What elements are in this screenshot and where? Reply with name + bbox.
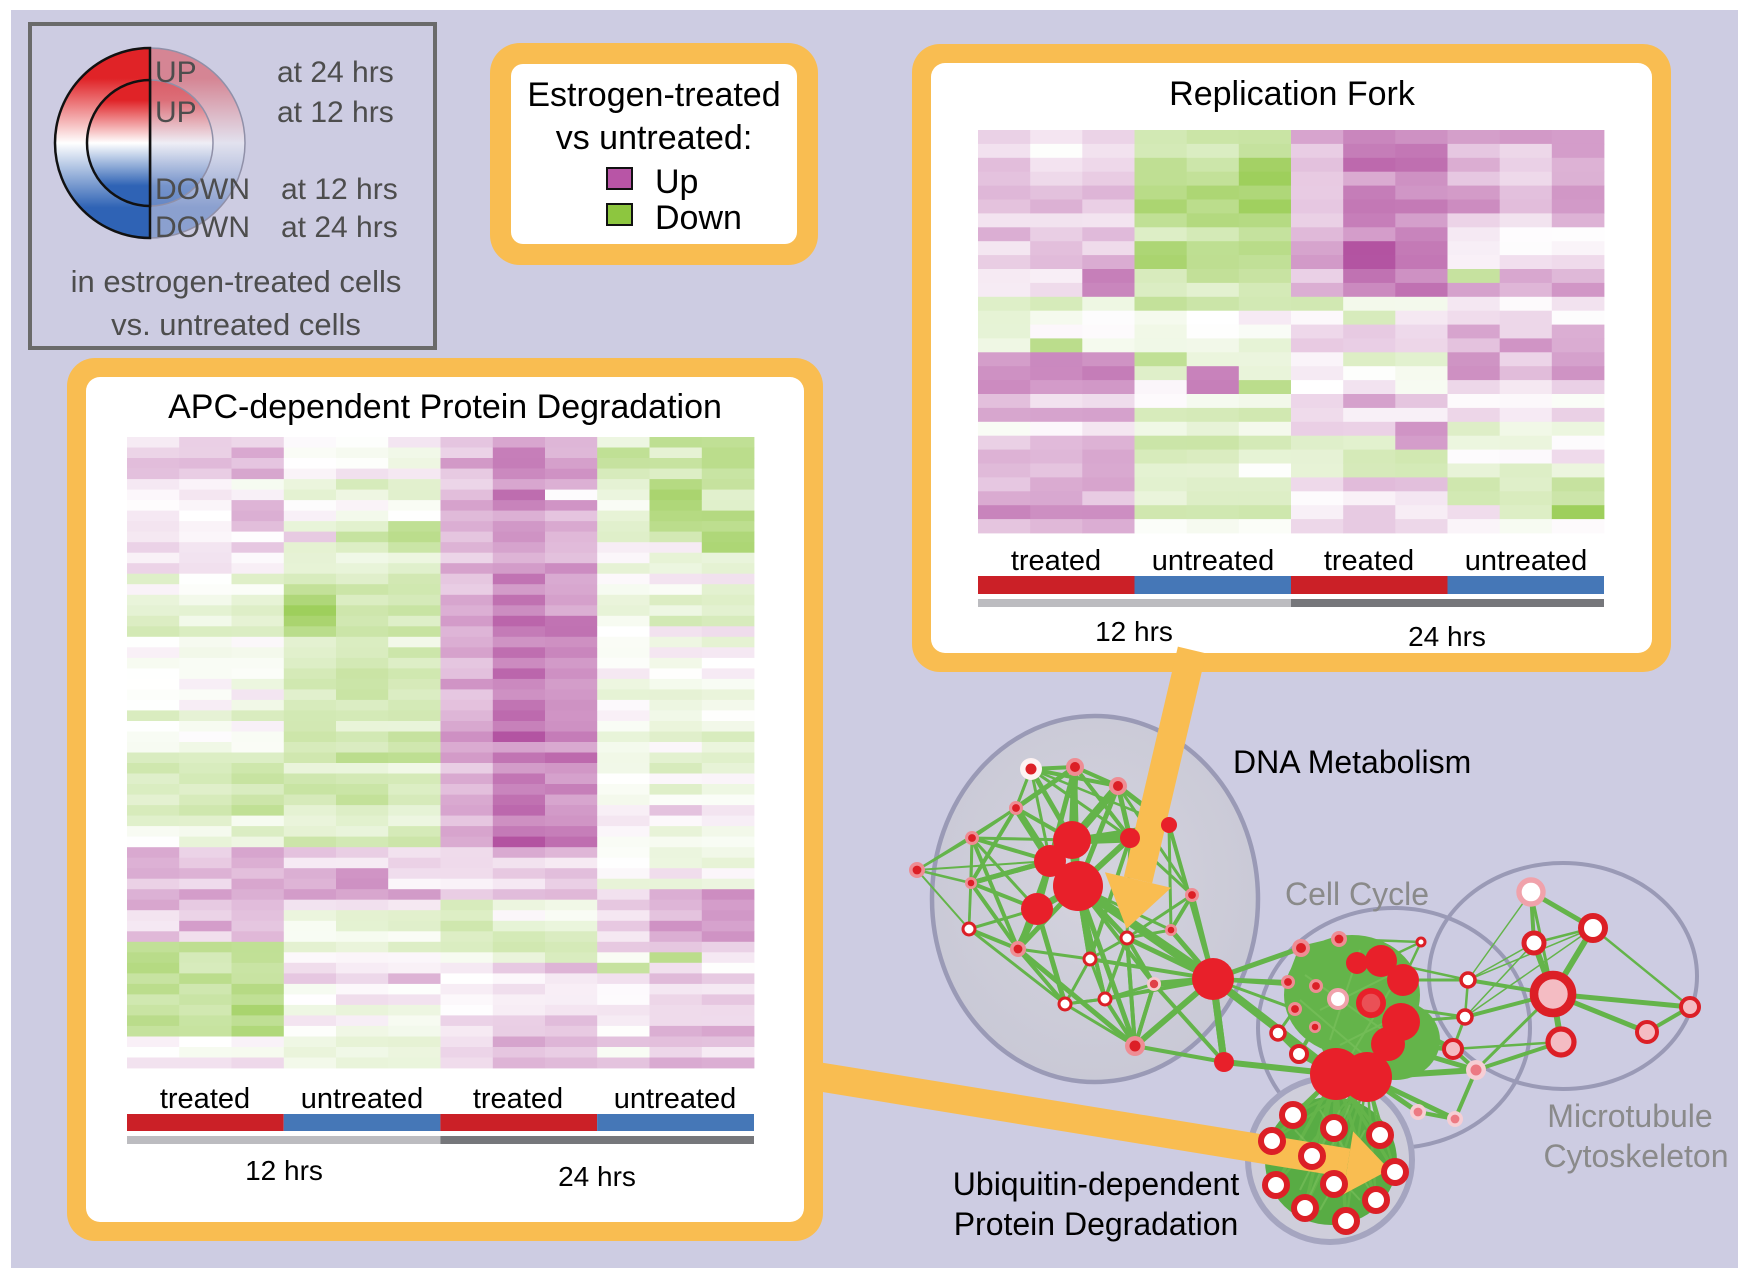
svg-text:Estrogen-treated: Estrogen-treated — [527, 76, 780, 114]
svg-text:treated: treated — [160, 1083, 250, 1115]
svg-text:12 hrs: 12 hrs — [1095, 616, 1173, 647]
svg-text:DNA Metabolism: DNA Metabolism — [1233, 744, 1471, 780]
svg-text:untreated: untreated — [1465, 545, 1588, 577]
svg-text:UP: UP — [155, 56, 197, 89]
svg-text:untreated: untreated — [1152, 545, 1275, 577]
svg-text:Replication Fork: Replication Fork — [1169, 75, 1416, 113]
svg-text:treated: treated — [1011, 545, 1101, 577]
svg-text:12 hrs: 12 hrs — [245, 1155, 323, 1186]
svg-text:DOWN: DOWN — [155, 211, 250, 244]
svg-text:at 12 hrs: at 12 hrs — [281, 173, 398, 206]
svg-text:Cytoskeleton: Cytoskeleton — [1544, 1138, 1729, 1174]
svg-text:at 12 hrs: at 12 hrs — [277, 96, 394, 129]
svg-text:UP: UP — [155, 96, 197, 129]
svg-text:Down: Down — [655, 199, 742, 237]
svg-text:treated: treated — [1324, 545, 1414, 577]
svg-text:treated: treated — [473, 1083, 563, 1115]
svg-text:vs untreated:: vs untreated: — [556, 119, 753, 157]
svg-text:at 24 hrs: at 24 hrs — [281, 211, 398, 244]
svg-text:DOWN: DOWN — [155, 173, 250, 206]
svg-text:24 hrs: 24 hrs — [558, 1161, 636, 1192]
svg-text:Up: Up — [655, 163, 698, 201]
svg-text:at 24 hrs: at 24 hrs — [277, 56, 394, 89]
svg-text:APC-dependent Protein Degradat: APC-dependent Protein Degradation — [168, 388, 722, 426]
svg-text:untreated: untreated — [301, 1083, 424, 1115]
svg-text:24 hrs: 24 hrs — [1408, 621, 1486, 652]
svg-text:untreated: untreated — [614, 1083, 737, 1115]
svg-text:vs. untreated cells: vs. untreated cells — [111, 307, 361, 342]
svg-text:Cell Cycle: Cell Cycle — [1285, 876, 1429, 912]
svg-text:Protein Degradation: Protein Degradation — [954, 1206, 1239, 1242]
svg-text:in estrogen-treated cells: in estrogen-treated cells — [71, 264, 402, 299]
svg-text:Microtubule: Microtubule — [1547, 1098, 1712, 1134]
svg-text:Ubiquitin-dependent: Ubiquitin-dependent — [953, 1166, 1240, 1202]
